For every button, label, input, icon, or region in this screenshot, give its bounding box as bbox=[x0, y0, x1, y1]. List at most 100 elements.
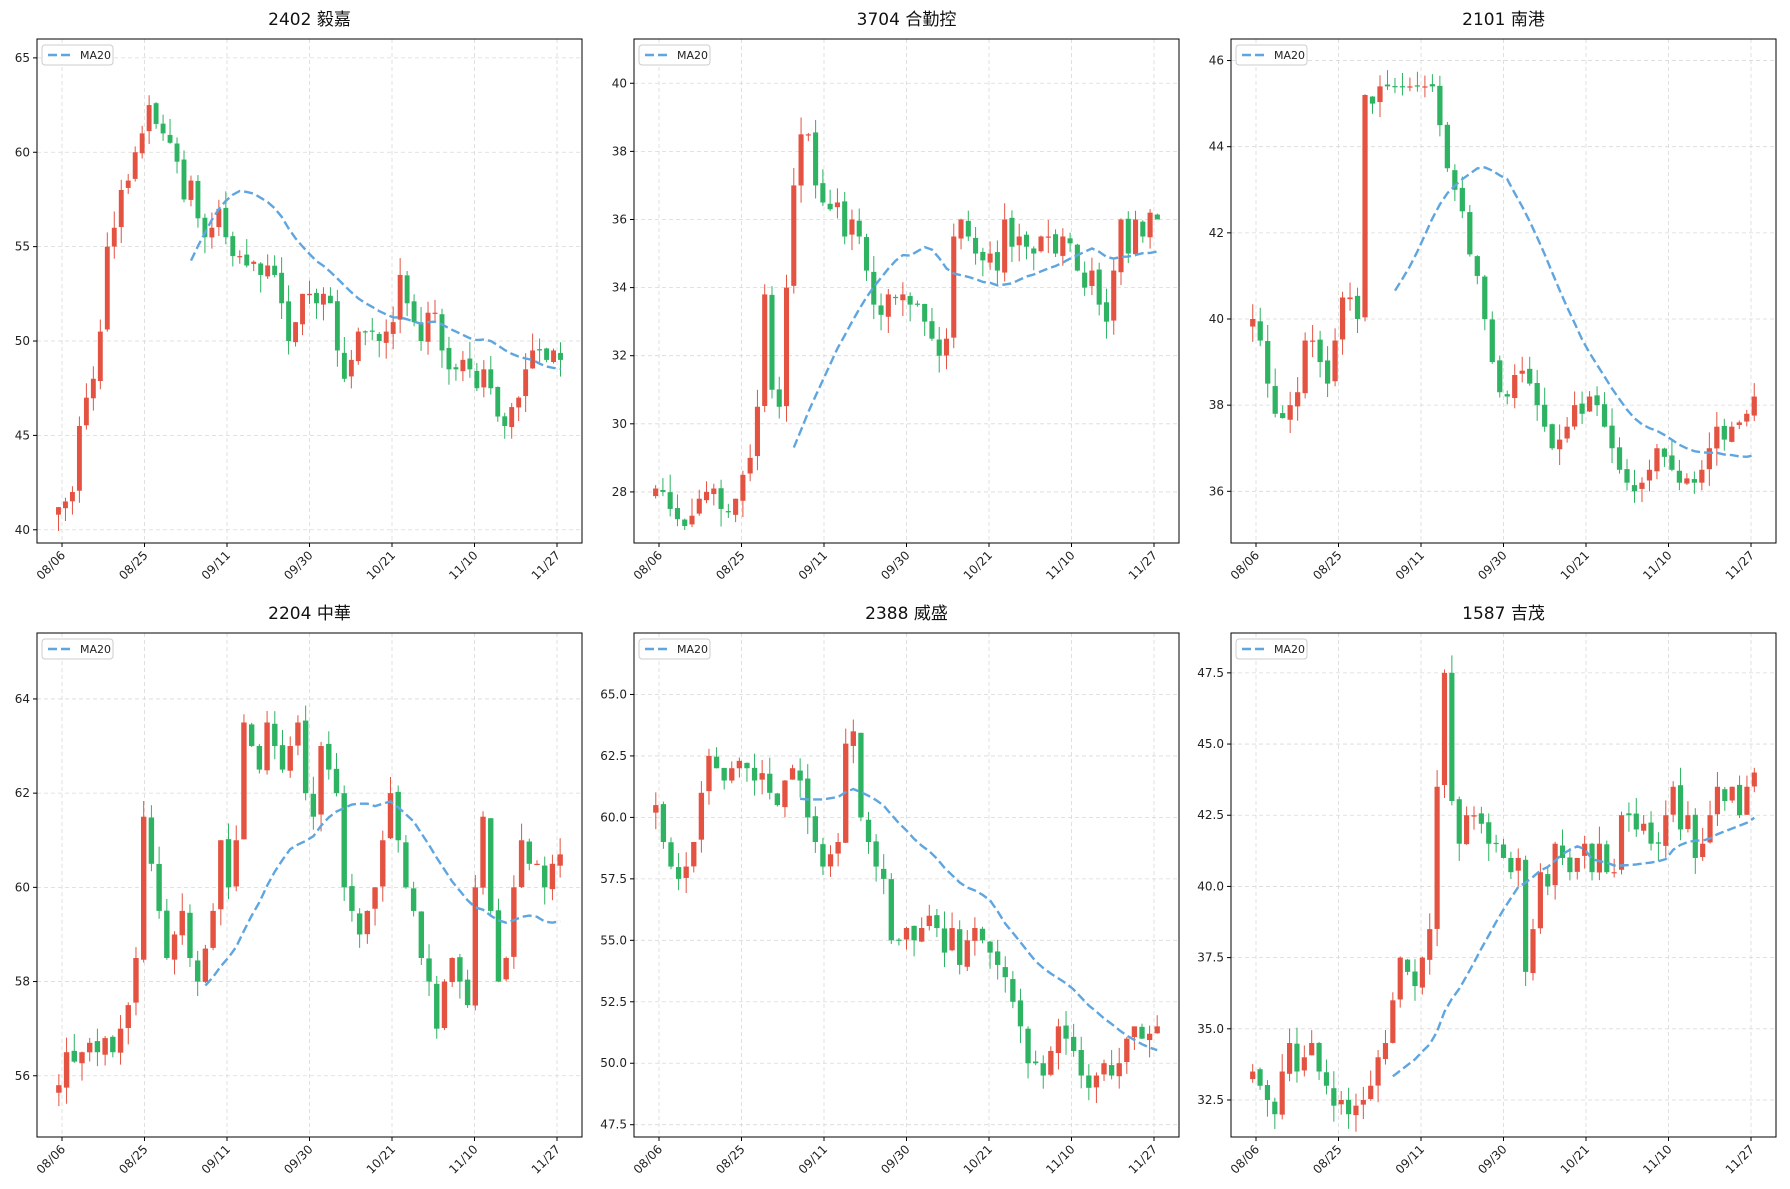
x-tick-label: 10/21 bbox=[1558, 548, 1592, 582]
candle-body bbox=[125, 1005, 131, 1029]
candle-body bbox=[1589, 843, 1595, 873]
x-tick-label: 10/21 bbox=[364, 548, 398, 582]
candle-body bbox=[1332, 340, 1338, 382]
y-tick-label: 36 bbox=[1209, 484, 1224, 498]
plot-frame bbox=[1230, 632, 1777, 1138]
candle-body bbox=[1574, 857, 1580, 872]
candle-body bbox=[1639, 482, 1645, 489]
candle-body bbox=[1392, 86, 1398, 88]
legend-label: MA20 bbox=[677, 49, 708, 62]
candle-body bbox=[943, 338, 950, 356]
legend-label: MA20 bbox=[677, 643, 708, 656]
x-tick-label: 09/30 bbox=[281, 1142, 315, 1176]
candle-body bbox=[674, 508, 680, 520]
plot-frame bbox=[633, 632, 1180, 1138]
candle-body bbox=[689, 515, 695, 525]
candle-body bbox=[1482, 276, 1488, 319]
x-tick-label: 09/11 bbox=[796, 1142, 830, 1176]
x-tick-label: 11/10 bbox=[1043, 548, 1077, 582]
candle-body bbox=[1360, 1099, 1366, 1105]
candle-body bbox=[516, 397, 522, 408]
candle-body bbox=[534, 863, 540, 866]
candle-body bbox=[503, 958, 509, 980]
candle-body bbox=[327, 295, 333, 304]
candle-body bbox=[1641, 823, 1647, 831]
candle-body bbox=[1060, 236, 1066, 256]
plot-frame bbox=[36, 38, 583, 544]
x-tick-label: 11/27 bbox=[1126, 1142, 1160, 1176]
candle-body bbox=[1032, 1061, 1039, 1064]
candle-body bbox=[318, 746, 324, 815]
candle-body bbox=[102, 1038, 108, 1055]
candle-body bbox=[885, 294, 891, 317]
candle-body bbox=[542, 865, 548, 888]
candle-body bbox=[1459, 187, 1465, 212]
candle-body bbox=[776, 389, 782, 407]
candle-body bbox=[1493, 842, 1499, 845]
candle-body bbox=[495, 910, 502, 982]
candle-body bbox=[1648, 822, 1654, 844]
candle-body bbox=[1146, 1033, 1153, 1041]
y-tick-label: 42 bbox=[1209, 226, 1224, 240]
candle-body bbox=[1579, 403, 1585, 414]
candle-body bbox=[858, 732, 864, 818]
candle-body bbox=[1124, 1038, 1130, 1063]
candle-body bbox=[449, 958, 455, 983]
candle-body bbox=[1616, 447, 1623, 470]
candle-body bbox=[1714, 786, 1721, 815]
x-tick-label: 08/25 bbox=[116, 1142, 150, 1176]
candle-body bbox=[1721, 425, 1727, 440]
candle-body bbox=[264, 722, 270, 771]
candle-body bbox=[418, 911, 425, 959]
candle-body bbox=[1744, 413, 1750, 422]
y-tick-label: 42.5 bbox=[1197, 808, 1224, 822]
candle-body bbox=[1323, 1072, 1330, 1086]
y-tick-label: 36 bbox=[612, 212, 627, 226]
candle-body bbox=[871, 271, 877, 305]
candle-body bbox=[706, 755, 712, 792]
candle-body bbox=[1631, 485, 1638, 492]
candle-body bbox=[321, 293, 326, 305]
candle-body bbox=[404, 275, 410, 304]
candle-body bbox=[314, 292, 319, 304]
candle-body bbox=[256, 745, 263, 770]
chart-title: 3704 合勤控 bbox=[857, 10, 957, 30]
candle-body bbox=[878, 305, 884, 315]
y-tick-label: 30 bbox=[612, 417, 627, 431]
candle-body bbox=[1412, 971, 1418, 987]
x-tick-label: 09/11 bbox=[1393, 1142, 1427, 1176]
ma20-line bbox=[792, 245, 1158, 449]
candle-body bbox=[111, 227, 117, 247]
candle-body bbox=[307, 293, 312, 296]
candle-body bbox=[1594, 395, 1600, 406]
candle-body bbox=[1676, 470, 1683, 483]
legend-box bbox=[41, 44, 114, 66]
candle-body bbox=[1744, 786, 1750, 815]
candle-body bbox=[668, 842, 674, 867]
candle-body bbox=[1339, 297, 1346, 340]
candle-body bbox=[1456, 799, 1462, 844]
candle-body bbox=[418, 322, 424, 342]
candle-body bbox=[1265, 341, 1271, 384]
candle-body bbox=[293, 322, 298, 343]
candle-body bbox=[907, 296, 913, 305]
candle-body bbox=[79, 1052, 85, 1064]
legend-label: MA20 bbox=[1274, 49, 1305, 62]
candle-body bbox=[783, 287, 790, 407]
candle-body bbox=[856, 220, 862, 237]
candle-body bbox=[1489, 319, 1495, 363]
candle-body bbox=[1474, 256, 1480, 276]
y-tick-label: 65 bbox=[15, 51, 30, 65]
x-tick-label: 10/21 bbox=[961, 1142, 995, 1176]
x-tick-label: 09/11 bbox=[1393, 548, 1427, 582]
candle-body bbox=[209, 227, 215, 238]
candle-body bbox=[1063, 1025, 1069, 1039]
candle-body bbox=[1078, 1050, 1084, 1076]
candle-body bbox=[957, 929, 963, 965]
candle-body bbox=[1729, 786, 1735, 801]
candle-body bbox=[457, 957, 463, 982]
candle-body bbox=[369, 330, 375, 332]
candle-body bbox=[349, 886, 355, 911]
candle-body bbox=[653, 488, 659, 497]
candle-body bbox=[1257, 1069, 1263, 1086]
